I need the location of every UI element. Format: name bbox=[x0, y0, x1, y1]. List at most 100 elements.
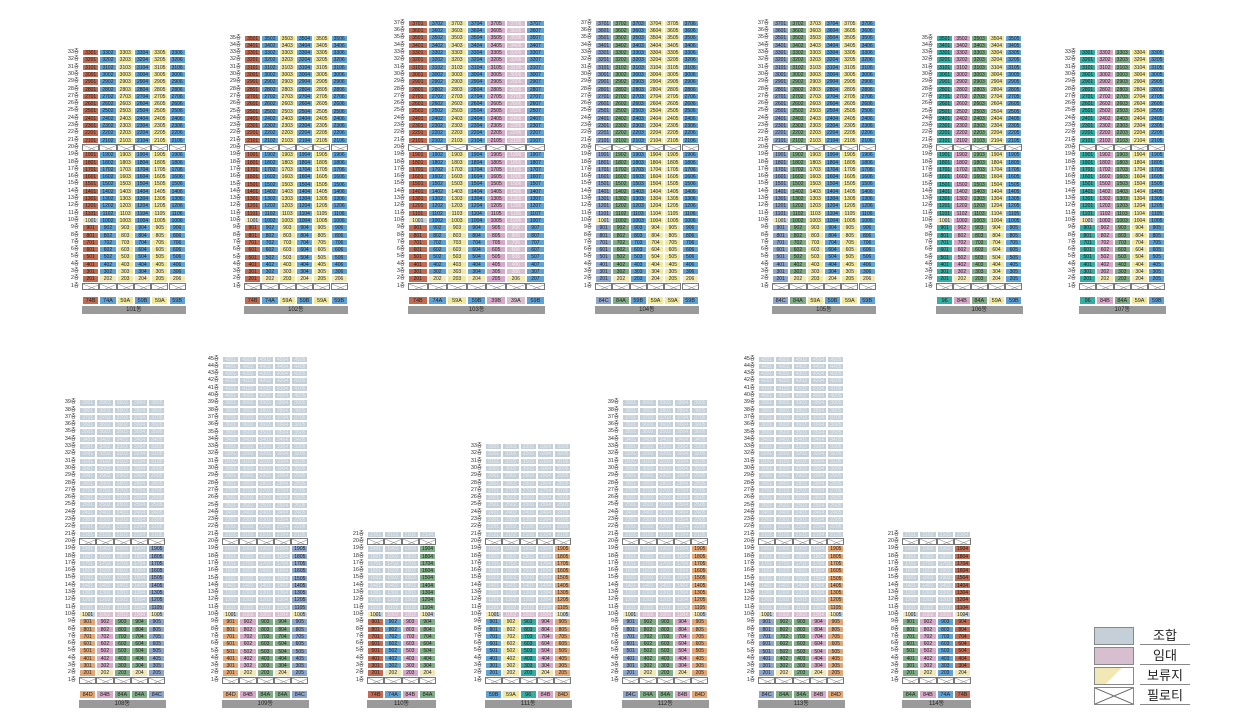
unit-cell bbox=[639, 537, 657, 546]
unit-cell bbox=[447, 282, 467, 290]
unit-cell: 401 bbox=[1079, 260, 1097, 269]
floor-label: 20층 bbox=[757, 143, 769, 150]
floor-label: 1층 bbox=[890, 676, 899, 683]
unit-cell: 204 bbox=[418, 669, 437, 677]
unit-type-label: 84A bbox=[792, 690, 810, 699]
unit-cell: 3305 bbox=[841, 49, 859, 57]
unit-cell: 805 bbox=[1005, 231, 1023, 239]
unit-cell: 201 bbox=[595, 275, 613, 283]
unit-cell: 505 bbox=[313, 253, 331, 261]
unit-cell: 1104 bbox=[466, 209, 487, 217]
unit-cell: 1702 bbox=[96, 559, 114, 568]
unit-cell: 904 bbox=[646, 224, 665, 232]
floor-label: 39층 bbox=[207, 399, 219, 406]
unit-cell: 701 bbox=[485, 632, 503, 641]
unit-cell: 1702 bbox=[612, 165, 630, 174]
unit-cell: 2904 bbox=[130, 472, 149, 480]
unit-cell: 705 bbox=[1148, 238, 1166, 247]
unit-cell: 803 bbox=[447, 231, 467, 239]
floor-label: 18층 bbox=[607, 552, 619, 559]
unit-type-label: 74A bbox=[261, 296, 279, 305]
unit-cell: 3005 bbox=[1148, 70, 1166, 79]
unit-type-label: 84C bbox=[595, 295, 613, 305]
unit-cell: 1504 bbox=[987, 180, 1006, 188]
unit-cell: 2901 bbox=[485, 472, 503, 480]
floor-label: 18층 bbox=[743, 552, 755, 559]
unit-cell: 1905 bbox=[664, 151, 682, 159]
floor-label: 24층 bbox=[67, 114, 79, 121]
unit-cell: 503 bbox=[792, 647, 810, 655]
unit-cell: 1703 bbox=[629, 165, 647, 174]
unit-cell: 904 bbox=[987, 224, 1006, 232]
unit-cell: 3204 bbox=[1130, 56, 1149, 64]
unit-type-label: 39A bbox=[506, 295, 526, 305]
unit-cell: 1604 bbox=[673, 567, 692, 575]
unit-cell: 2704 bbox=[133, 92, 152, 101]
building-name: 108동 bbox=[79, 699, 166, 708]
unit-cell: 3301 bbox=[1079, 49, 1097, 57]
unit-cell: 903 bbox=[116, 224, 134, 232]
unit-cell: 404 bbox=[273, 654, 292, 663]
unit-cell bbox=[1096, 143, 1114, 152]
unit-cell: 1104 bbox=[133, 209, 152, 217]
unit-type-label: 59B bbox=[525, 295, 546, 305]
unit-cell: 603 bbox=[656, 640, 674, 648]
unit-cell: 1401 bbox=[222, 581, 240, 590]
unit-cell: 3101 bbox=[244, 63, 262, 71]
unit-cell: 703 bbox=[970, 238, 988, 247]
unit-cell: 3007 bbox=[525, 70, 546, 79]
unit-type-label: 84A bbox=[130, 689, 149, 699]
unit-cell: 2103 bbox=[401, 530, 419, 538]
unit-cell: 603 bbox=[116, 246, 134, 254]
unit-cell: 2302 bbox=[612, 122, 630, 130]
floor-label: 11층 bbox=[230, 209, 241, 216]
unit-cell: 703 bbox=[256, 632, 274, 641]
floor-label: 24층 bbox=[1064, 114, 1076, 121]
unit-cell: 1901 bbox=[82, 151, 100, 159]
floor-label: 18층 bbox=[757, 158, 769, 165]
unit-cell: 2704 bbox=[466, 92, 487, 101]
unit-cell: 1306 bbox=[330, 195, 348, 203]
unit-type-label: 84A bbox=[273, 690, 292, 699]
unit-cell: 1702 bbox=[261, 165, 279, 174]
unit-cell: 1704 bbox=[1130, 165, 1149, 174]
unit-cell: 3305 bbox=[827, 443, 845, 451]
unit-cell: 803 bbox=[519, 625, 537, 633]
unit-cell: 1101 bbox=[758, 603, 776, 611]
floor-label: 21층 bbox=[1064, 136, 1076, 143]
unit-cell: 203 bbox=[116, 275, 134, 283]
unit-type-label: 59A bbox=[116, 295, 134, 305]
unit-cell: 1203 bbox=[629, 202, 647, 210]
unit-cell: 2802 bbox=[612, 85, 630, 93]
unit-cell: 4405 bbox=[827, 362, 845, 371]
unit-cell: 3601 bbox=[772, 27, 790, 35]
unit-cell: 3605 bbox=[486, 27, 506, 35]
floor-label: 30층 bbox=[67, 70, 79, 77]
unit-cell: 603 bbox=[401, 640, 419, 648]
unit-cell: 1304 bbox=[823, 195, 842, 203]
floor-label: 22층 bbox=[743, 523, 755, 530]
unit-cell: 3303 bbox=[656, 443, 674, 451]
unit-cell: 3705 bbox=[841, 19, 859, 28]
unit-cell: 202 bbox=[502, 669, 520, 677]
unit-cell: 1502 bbox=[953, 180, 971, 188]
unit-cell: 1806 bbox=[506, 158, 526, 166]
unit-cell: 805 bbox=[151, 231, 169, 239]
unit-cell: 3802 bbox=[775, 406, 793, 414]
unit-cell: 1005 bbox=[291, 611, 309, 619]
unit-cell: 2207 bbox=[525, 129, 546, 137]
unit-cell: 505 bbox=[151, 253, 169, 261]
unit-cell: 1406 bbox=[168, 187, 186, 196]
floor-label: 7층 bbox=[473, 632, 482, 639]
unit-cell bbox=[408, 282, 428, 290]
unit-cell: 3103 bbox=[256, 457, 274, 465]
unit-type-label: 59A bbox=[841, 295, 859, 305]
floor-label: 7층 bbox=[924, 238, 933, 245]
unit-cell: 403 bbox=[519, 654, 537, 663]
unit-cell: 3005 bbox=[291, 465, 309, 473]
floor-label: 2층 bbox=[67, 669, 76, 676]
unit-cell: 1004 bbox=[130, 610, 149, 619]
unit-cell: 4402 bbox=[775, 362, 793, 371]
unit-cell bbox=[827, 676, 845, 684]
unit-cell: 1606 bbox=[330, 173, 348, 181]
